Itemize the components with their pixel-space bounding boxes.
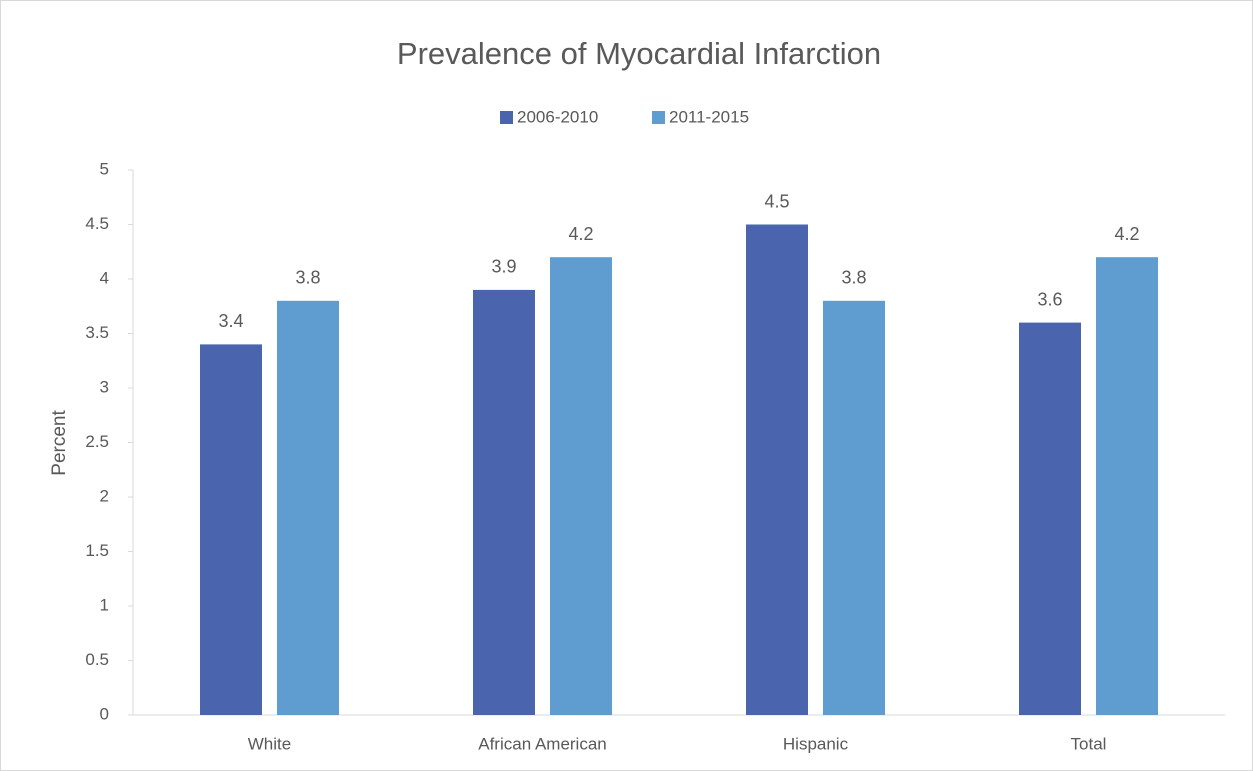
bar	[277, 300, 339, 715]
y-axis-label: Percent	[49, 410, 70, 476]
y-tick-label: 3	[100, 377, 109, 396]
bar	[1019, 322, 1081, 715]
legend-swatch	[500, 111, 513, 124]
y-tick-label: 0	[100, 704, 109, 723]
y-tick-label: 1.5	[85, 541, 109, 560]
data-label: 3.9	[491, 257, 516, 277]
x-tick-label: Hispanic	[783, 734, 849, 753]
legend-label: 2011-2015	[669, 107, 749, 126]
bar	[473, 289, 535, 715]
chart-title: Prevalence of Myocardial Infarction	[397, 36, 881, 71]
legend-label: 2006-2010	[517, 107, 598, 126]
bar	[550, 257, 612, 715]
data-label: 3.8	[295, 268, 320, 288]
y-tick-label: 1	[100, 595, 109, 614]
y-tick-label: 0.5	[85, 650, 109, 669]
y-tick-label: 2.5	[85, 432, 109, 451]
y-tick-label: 3.5	[85, 323, 109, 342]
data-label: 4.2	[1114, 224, 1139, 244]
y-tick-label: 2	[100, 486, 109, 505]
y-tick-label: 5	[100, 159, 109, 178]
y-tick-label: 4	[100, 268, 109, 287]
bar	[823, 300, 885, 715]
data-label: 3.8	[841, 268, 866, 288]
bar	[1096, 257, 1158, 715]
legend-swatch	[652, 111, 665, 124]
x-tick-label: Total	[1071, 734, 1107, 753]
data-label: 3.6	[1037, 289, 1062, 309]
bar	[746, 224, 808, 715]
x-tick-label: White	[248, 734, 291, 753]
data-label: 4.2	[568, 224, 593, 244]
y-tick-label: 4.5	[85, 214, 109, 233]
data-label: 3.4	[218, 311, 243, 331]
x-tick-label: African American	[478, 734, 607, 753]
bar	[200, 344, 262, 715]
data-label: 4.5	[764, 191, 789, 211]
